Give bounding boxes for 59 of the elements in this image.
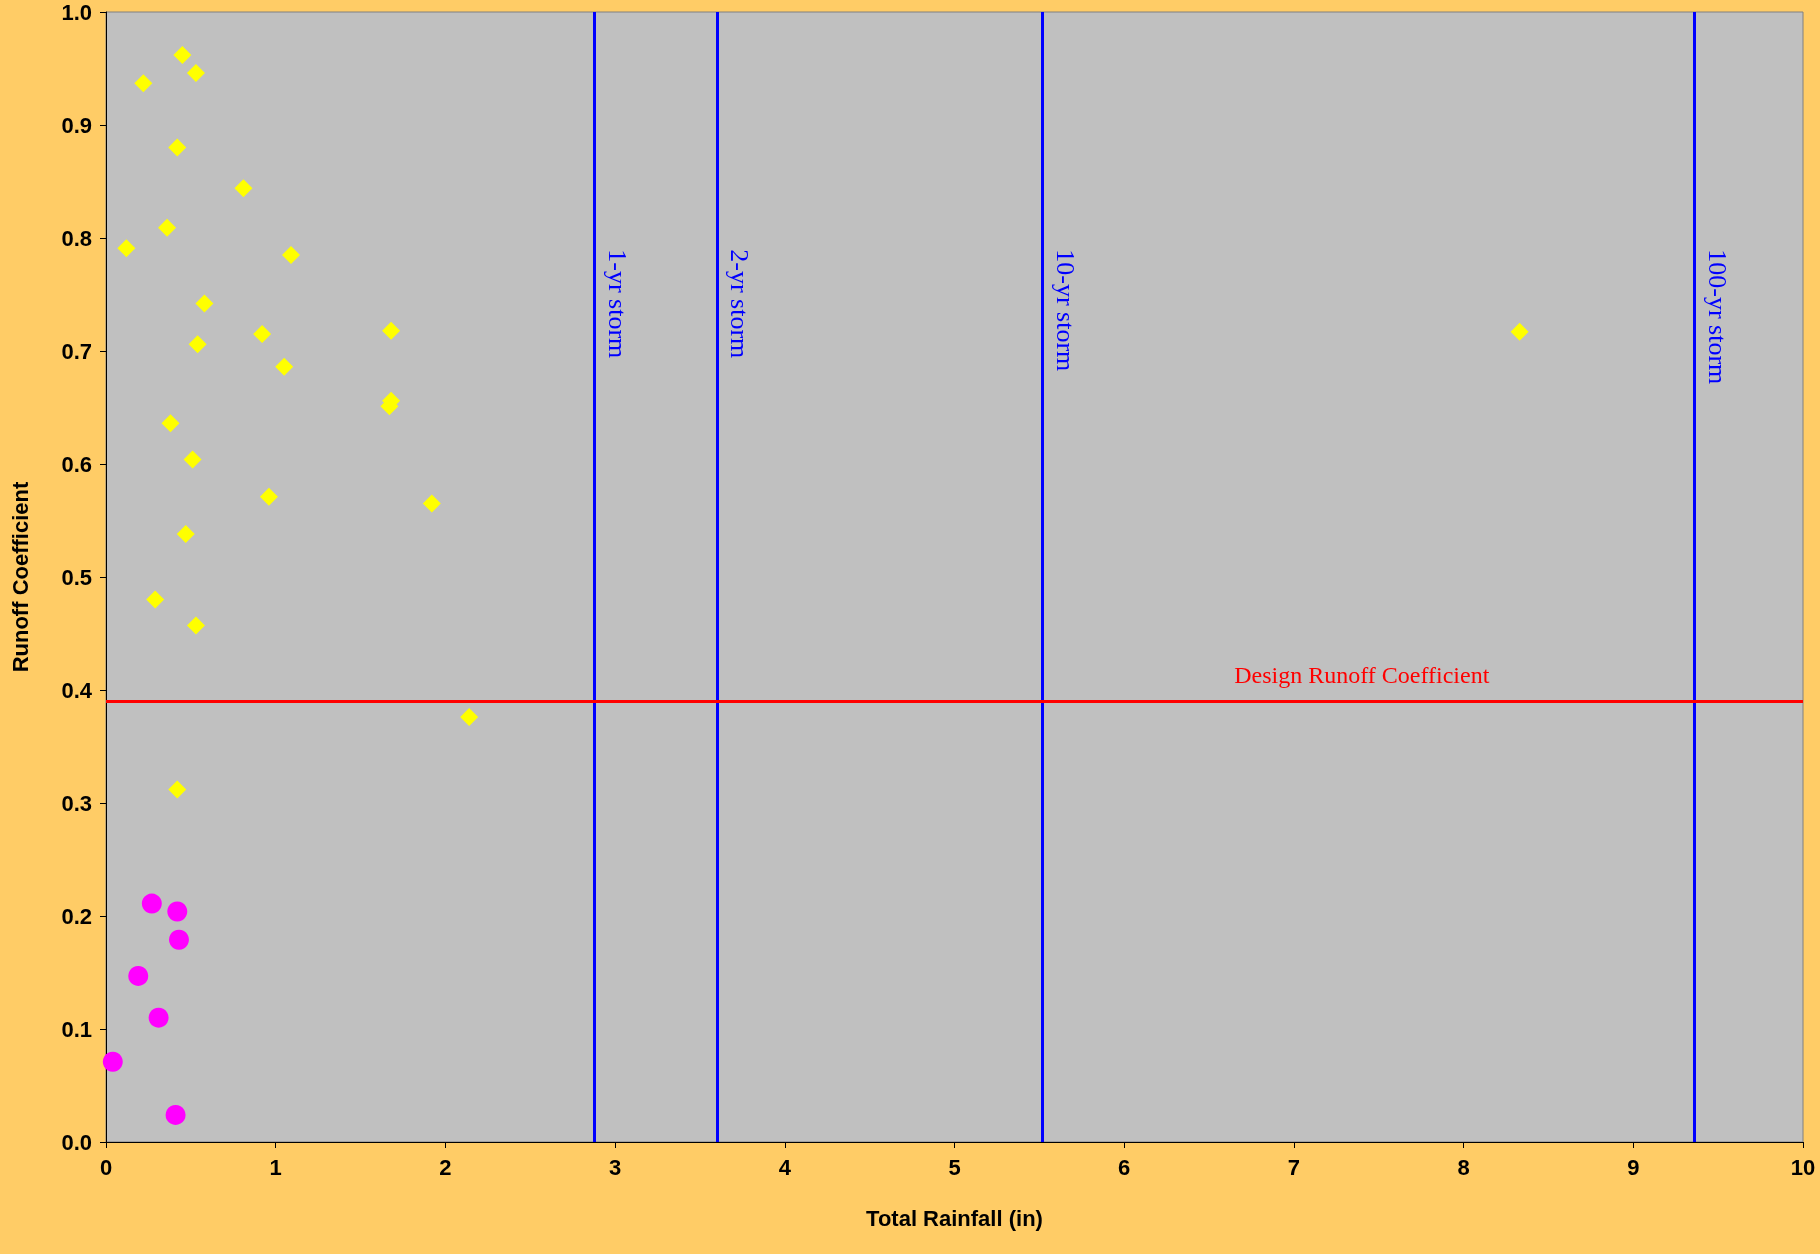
- point: [253, 325, 272, 344]
- point: [234, 179, 253, 198]
- x-axis-title: Total Rainfall (in): [866, 1205, 1043, 1231]
- point: [176, 525, 195, 544]
- y-tick-label: 0.2: [61, 903, 92, 929]
- y-tick-label: 0.7: [61, 338, 92, 364]
- point: [275, 357, 294, 376]
- point: [188, 335, 207, 354]
- ref-line-label: 100-yr storm: [1702, 249, 1732, 385]
- x-tick-label: 5: [948, 1154, 961, 1180]
- y-tick-label: 0.3: [61, 790, 92, 816]
- point: [165, 1104, 186, 1125]
- y-tick-label: 0.9: [61, 112, 92, 138]
- point: [146, 590, 165, 609]
- point: [1510, 322, 1529, 341]
- point: [382, 321, 401, 340]
- point: [422, 494, 441, 513]
- point: [134, 74, 153, 93]
- point: [168, 780, 187, 799]
- point: [183, 450, 202, 469]
- point: [186, 616, 205, 635]
- ref-line-label: Design Runoff Coefficient: [1234, 661, 1490, 688]
- point: [148, 1007, 169, 1028]
- ref-line-label: 1-yr storm: [603, 249, 633, 359]
- point: [158, 218, 177, 237]
- x-tick-label: 3: [608, 1154, 622, 1180]
- point: [168, 138, 187, 157]
- point: [259, 487, 278, 506]
- point: [167, 901, 188, 922]
- y-tick-label: 0.5: [61, 564, 92, 590]
- y-tick-label: 0.1: [61, 1016, 92, 1042]
- point: [186, 64, 205, 83]
- point: [128, 965, 149, 986]
- point: [195, 294, 214, 313]
- point: [102, 1051, 123, 1072]
- y-tick-label: 1.0: [61, 0, 92, 25]
- ref-line-label: 10-yr storm: [1051, 249, 1081, 372]
- point: [281, 245, 300, 264]
- x-tick-label: 1: [269, 1154, 282, 1180]
- x-tick-label: 10: [1790, 1154, 1816, 1180]
- x-tick-label: 4: [778, 1154, 792, 1180]
- x-tick-label: 0: [99, 1154, 113, 1180]
- point: [460, 708, 479, 727]
- x-tick-label: 8: [1457, 1154, 1470, 1180]
- x-tick-label: 7: [1287, 1154, 1301, 1180]
- y-tick-label: 0.0: [61, 1129, 92, 1155]
- point: [141, 893, 162, 914]
- y-tick-label: 0.8: [61, 225, 92, 251]
- y-axis-title: Runoff Coefficient: [7, 481, 33, 673]
- x-tick-label: 2: [439, 1154, 452, 1180]
- point: [161, 414, 180, 433]
- x-tick-label: 9: [1627, 1154, 1640, 1180]
- point: [168, 929, 189, 950]
- x-tick-label: 6: [1118, 1154, 1131, 1180]
- point: [173, 45, 192, 64]
- y-tick-label: 0.6: [61, 451, 92, 477]
- y-tick-label: 0.4: [61, 677, 93, 703]
- point: [117, 239, 136, 258]
- ref-line-label: 2-yr storm: [725, 249, 755, 359]
